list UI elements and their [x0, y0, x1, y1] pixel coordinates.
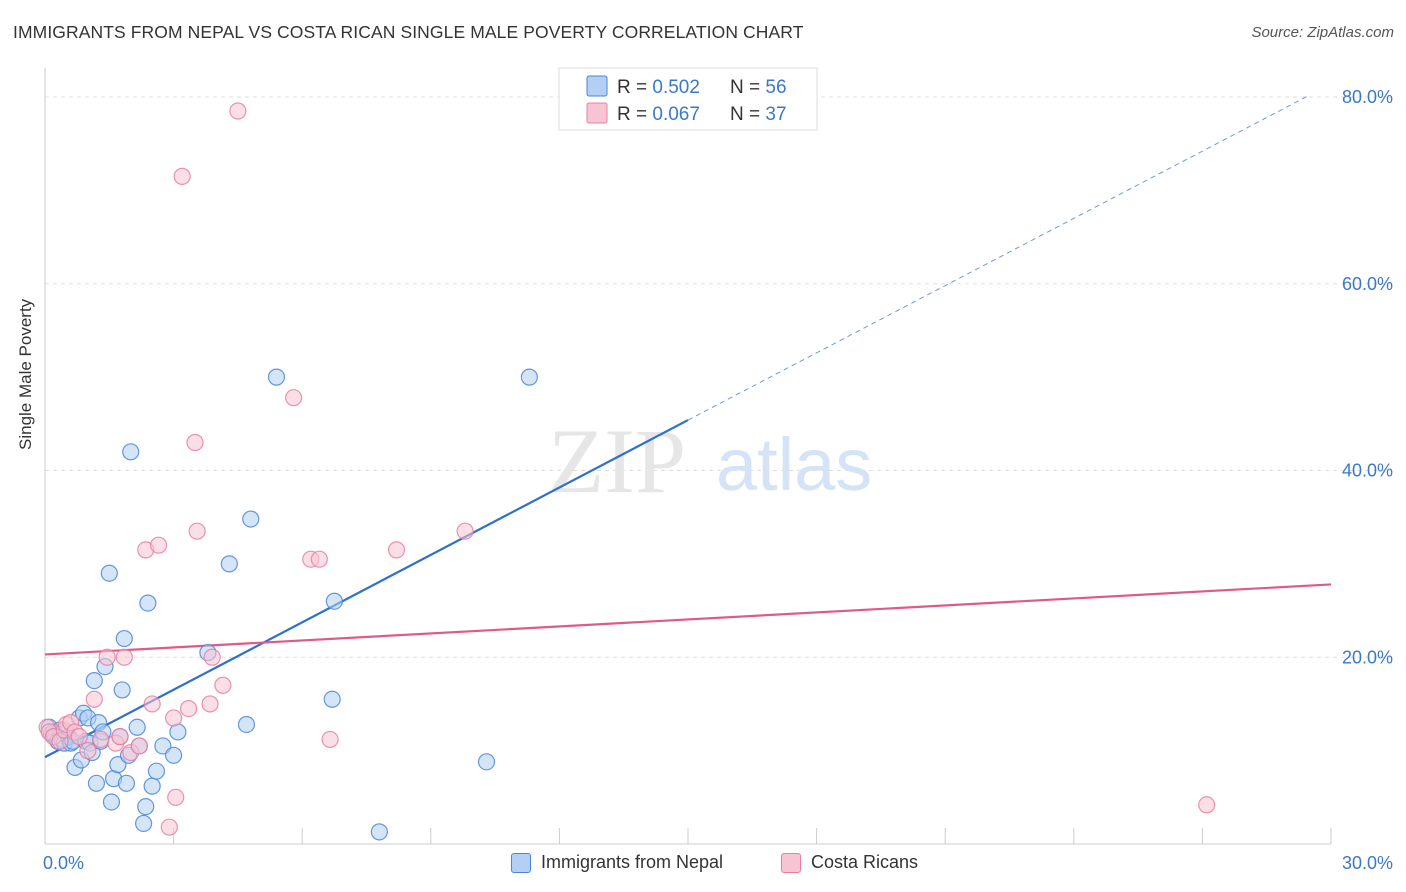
- point-nepal-54: [477, 753, 496, 771]
- svg-text:N = 56: N = 56: [730, 77, 787, 98]
- point-nepal-38: [134, 814, 153, 833]
- point-costa-rican-15: [115, 648, 133, 666]
- legend-swatch-nepal: [586, 75, 608, 97]
- point-nepal-21: [87, 774, 106, 792]
- point-nepal-42: [147, 762, 166, 780]
- point-costa-rican-30: [214, 676, 232, 694]
- legend-swatch-costa-rican: [586, 102, 608, 124]
- bottom-legend-nepal: Immigrants from Nepal: [511, 852, 723, 873]
- svg-text:R = 0.067: R = 0.067: [617, 104, 700, 125]
- y-axis-label: Single Male Poverty: [16, 298, 35, 450]
- point-nepal-33: [117, 774, 136, 792]
- point-costa-rican-34: [310, 550, 328, 568]
- legend-r-label-2: R =: [617, 104, 652, 125]
- point-costa-rican-17: [130, 737, 148, 755]
- svg-text:N = 37: N = 37: [730, 104, 787, 125]
- legend-n-value-2: 37: [765, 104, 786, 125]
- point-nepal-49: [242, 510, 260, 528]
- point-costa-rican-28: [201, 695, 219, 713]
- point-costa-rican-38: [1198, 796, 1216, 814]
- point-nepal-52: [325, 592, 343, 610]
- bottom-legend-swatch-nepal: [511, 852, 531, 873]
- bottom-legend-label-costa-rican: Costa Ricans: [811, 852, 919, 872]
- point-costa-rican-20: [149, 536, 168, 554]
- point-nepal-44: [165, 746, 183, 764]
- axes: [44, 68, 1332, 845]
- point-nepal-39: [137, 798, 155, 816]
- point-costa-rican-31: [229, 102, 247, 120]
- point-costa-rican-22: [165, 709, 183, 727]
- svg-text:R = 0.502: R = 0.502: [617, 77, 700, 98]
- point-costa-rican-35: [321, 730, 339, 749]
- legend-n-label-2: N =: [730, 104, 765, 125]
- point-costa-rican-12: [98, 648, 116, 666]
- point-costa-rican-24: [173, 167, 191, 185]
- trend-line-costa-rican: [44, 583, 1332, 656]
- legend: R = 0.502 N = 56 R = 0.067 N = 37: [558, 67, 818, 131]
- point-costa-rican-11: [92, 730, 110, 749]
- point-costa-rican-9: [79, 742, 97, 760]
- point-costa-rican-36: [387, 541, 406, 559]
- point-costa-rican-29: [203, 648, 221, 666]
- bottom-legend-swatch-costa-rican: [781, 852, 801, 873]
- point-costa-rican-27: [188, 522, 206, 540]
- point-costa-rican-23: [167, 788, 185, 806]
- y-tick-label-40: 40.0%: [1342, 461, 1393, 481]
- watermark-atlas: atlas: [716, 423, 872, 506]
- y-tick-label-80: 80.0%: [1342, 87, 1393, 107]
- point-nepal-51: [323, 690, 341, 708]
- gridlines: [45, 96, 1392, 658]
- legend-r-value-2: 0.067: [652, 104, 700, 125]
- legend-n-label-1: N =: [730, 77, 765, 98]
- point-costa-rican-14: [111, 728, 129, 746]
- point-costa-rican-37: [456, 522, 474, 540]
- point-costa-rican-21: [160, 818, 178, 836]
- point-nepal-32: [115, 629, 133, 648]
- point-nepal-50: [267, 368, 286, 386]
- point-nepal-36: [128, 718, 146, 736]
- point-costa-rican-8: [70, 728, 88, 746]
- legend-n-value-1: 56: [765, 77, 786, 98]
- point-costa-rican-25: [180, 700, 198, 718]
- point-nepal-55: [520, 368, 538, 386]
- y-tick-label-60: 60.0%: [1342, 274, 1393, 294]
- point-nepal-40: [139, 594, 157, 612]
- y-tick-label-20: 20.0%: [1342, 647, 1393, 667]
- chart-title: IMMIGRANTS FROM NEPAL VS COSTA RICAN SIN…: [13, 22, 804, 42]
- point-costa-rican-32: [285, 389, 303, 407]
- tick-labels: 20.0% 40.0% 60.0% 80.0% 0.0% 30.0%: [43, 87, 1393, 873]
- source-label: Source: ZipAtlas.com: [1251, 24, 1394, 41]
- watermark: ZIP atlas: [548, 410, 872, 512]
- point-nepal-31: [113, 681, 131, 699]
- legend-r-value-1: 0.502: [652, 77, 700, 98]
- watermark-zip: ZIP: [548, 410, 686, 512]
- point-nepal-41: [143, 777, 161, 795]
- point-nepal-35: [122, 443, 140, 461]
- bottom-legend: Immigrants from Nepal Costa Ricans: [0, 850, 1406, 880]
- point-nepal-20: [85, 671, 103, 690]
- trend-lines: [44, 94, 1332, 759]
- trend-line-nepal-extension: [687, 94, 1310, 421]
- point-nepal-48: [237, 715, 256, 734]
- point-nepal-53: [370, 823, 388, 841]
- point-nepal-47: [220, 555, 238, 573]
- bottom-legend-costa-rican: Costa Ricans: [781, 852, 918, 873]
- point-nepal-27: [102, 793, 121, 811]
- x-tick-label-min: 0.0%: [43, 853, 84, 873]
- point-nepal-26: [100, 564, 118, 582]
- point-costa-rican-19: [143, 695, 161, 713]
- data-points: [38, 102, 1216, 841]
- x-tick-label-max: 30.0%: [1342, 853, 1393, 873]
- point-costa-rican-10: [85, 690, 103, 708]
- point-costa-rican-26: [186, 433, 204, 452]
- bottom-legend-label-nepal: Immigrants from Nepal: [541, 852, 724, 872]
- legend-r-label-1: R =: [617, 77, 652, 98]
